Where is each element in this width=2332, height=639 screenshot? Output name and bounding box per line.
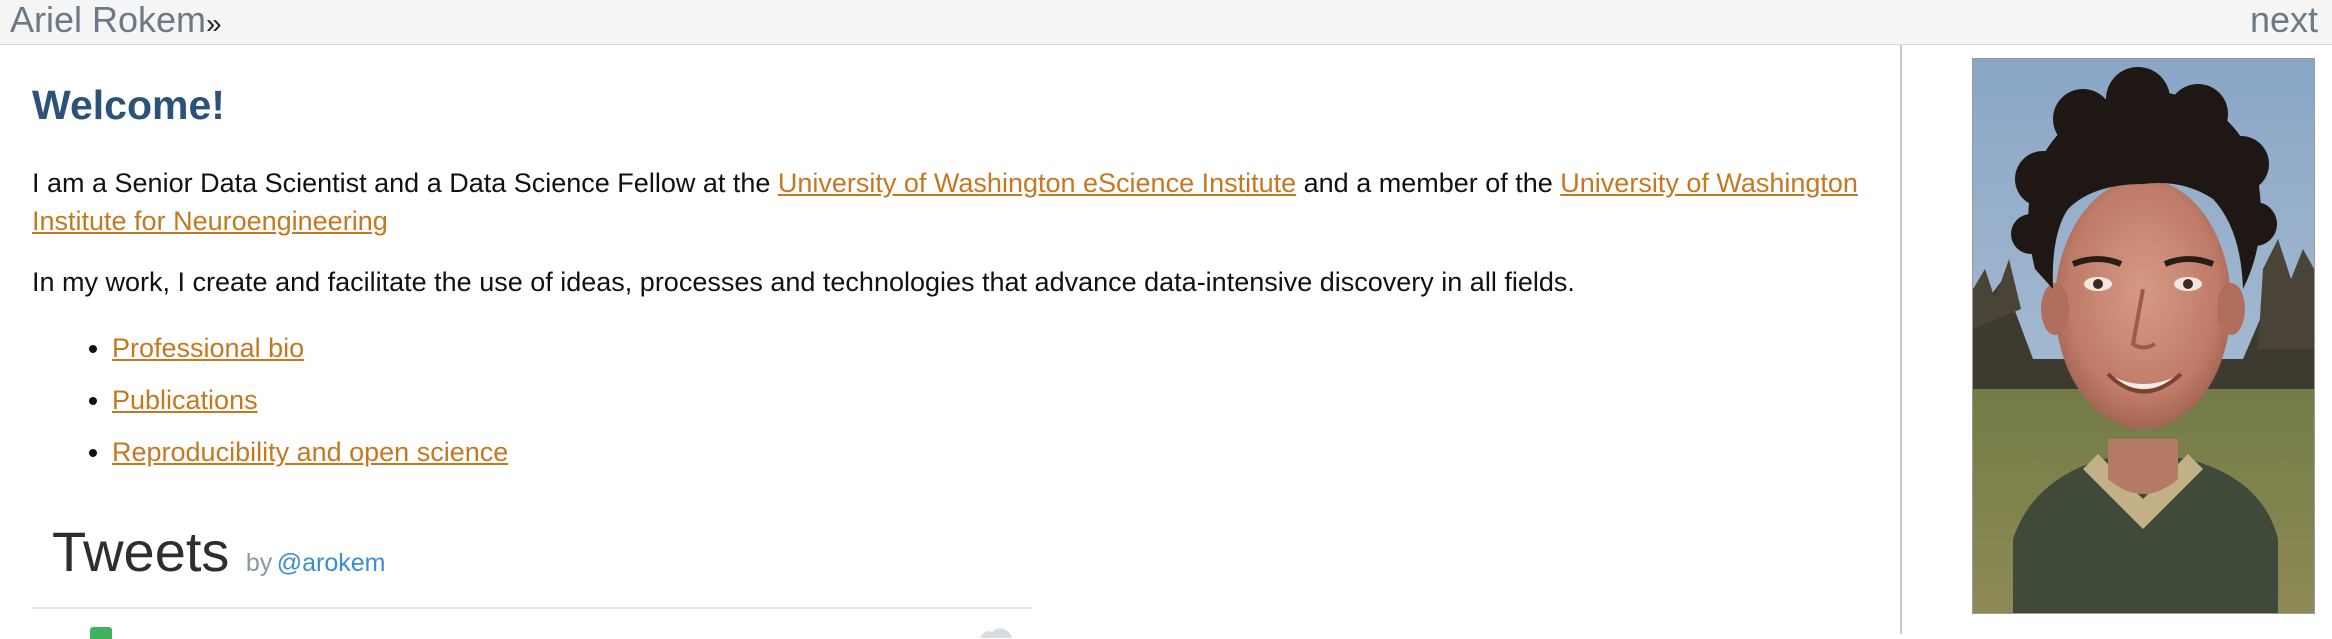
list-item: Professional bio [112, 322, 508, 374]
mission-paragraph: In my work, I create and facilitate the … [32, 267, 1575, 297]
link-list: Professional bio Publications Reproducib… [32, 322, 508, 478]
intro-paragraph: I am a Senior Data Scientist and a Data … [32, 164, 1892, 240]
sidebar-divider [1900, 45, 1902, 634]
publications-link[interactable]: Publications [112, 385, 258, 415]
intro-text-1: I am a Senior Data Scientist and a Data … [32, 168, 778, 198]
neuroengineering-link[interactable]: University of Washington Institute for N… [32, 168, 1858, 236]
twitter-handle-link[interactable]: @arokem [276, 549, 386, 577]
tweets-divider [32, 607, 1032, 609]
tweets-by-label: by [245, 549, 273, 577]
escience-link[interactable]: University of Washington eScience Instit… [777, 168, 1297, 198]
profile-photo [1972, 58, 2315, 614]
list-item: Publications [112, 374, 508, 426]
tweets-title: Tweets [52, 520, 230, 583]
avatar-icon[interactable] [90, 627, 112, 639]
reproducibility-link[interactable]: Reproducibility and open science [112, 437, 509, 467]
intro-text-2: and a member of the [1296, 168, 1561, 198]
list-item: Reproducibility and open science [112, 426, 508, 478]
tweets-widget-header: Tweets by @arokem [52, 522, 385, 582]
page-title: Welcome! [32, 82, 225, 128]
main-content [0, 45, 1900, 634]
professional-bio-link[interactable]: Professional bio [112, 333, 305, 363]
next-link[interactable]: next [2249, 0, 2318, 40]
breadcrumb-separator: » [206, 8, 222, 39]
twitter-icon[interactable] [978, 626, 1012, 638]
top-nav-bar: Ariel Rokem » next [0, 0, 2332, 45]
home-link[interactable]: Ariel Rokem [10, 0, 207, 40]
